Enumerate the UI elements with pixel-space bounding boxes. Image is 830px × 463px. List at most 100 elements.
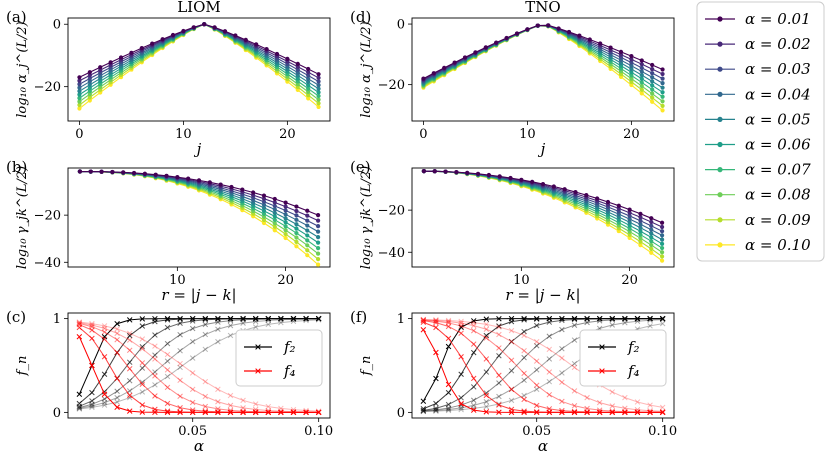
- data-point: [202, 22, 207, 27]
- x-marker: [290, 316, 297, 323]
- x-marker: [227, 316, 234, 322]
- data-point: [87, 92, 92, 97]
- y-tick-label: −40: [34, 256, 61, 271]
- x-marker: [278, 409, 284, 416]
- f4-curve-3: [420, 317, 666, 416]
- x-marker: [420, 317, 427, 324]
- data-point: [272, 207, 277, 212]
- x-marker: [458, 402, 464, 408]
- data-point: [305, 233, 310, 238]
- x-marker: [647, 316, 653, 322]
- y-axis-label: log₁₀ γ_jk^(L/2): [359, 166, 374, 269]
- data-point: [454, 170, 459, 175]
- f4-curve-4: [420, 317, 666, 415]
- y-tick-label: −20: [34, 80, 61, 95]
- x-marker: [584, 409, 590, 415]
- series-line: [423, 170, 663, 232]
- x-marker: [521, 396, 527, 403]
- panel-label: (f): [350, 308, 367, 326]
- x-marker: [114, 330, 120, 337]
- x-marker: [496, 380, 502, 386]
- data-point: [186, 176, 191, 181]
- x-tick-label: 10: [175, 127, 192, 142]
- data-point: [295, 67, 300, 72]
- data-point: [272, 203, 277, 209]
- data-point: [650, 83, 655, 88]
- data-point: [153, 172, 158, 177]
- x-marker: [126, 347, 133, 354]
- x-marker: [189, 338, 196, 345]
- data-point: [639, 91, 644, 96]
- data-point: [121, 170, 126, 175]
- data-point: [306, 66, 311, 72]
- data-point: [649, 246, 654, 251]
- x-marker: [546, 369, 553, 375]
- x-marker: [240, 317, 246, 323]
- data-point: [598, 41, 603, 46]
- x-marker: [521, 370, 527, 377]
- x-marker: [177, 364, 183, 371]
- data-point: [649, 235, 654, 240]
- data-point: [639, 83, 644, 89]
- x-marker: [114, 388, 120, 395]
- legend-entry: α = 0.04: [705, 85, 811, 103]
- data-point: [294, 226, 299, 231]
- data-point: [170, 32, 176, 38]
- x-marker: [76, 403, 83, 410]
- data-point: [421, 76, 426, 81]
- data-point: [305, 213, 310, 218]
- data-point: [316, 93, 321, 99]
- series-line: [423, 319, 663, 412]
- series-line: [423, 24, 663, 81]
- x-marker: [252, 324, 259, 330]
- data-point: [306, 89, 311, 94]
- data-point: [118, 55, 124, 60]
- legend-label: f₄: [283, 362, 296, 380]
- x-marker: [152, 332, 158, 338]
- data-point: [315, 251, 321, 256]
- data-point: [294, 239, 299, 244]
- x-marker: [596, 318, 603, 324]
- x-marker: [470, 322, 477, 329]
- y-axis-label: log₁₀ α_j^(L/2): [359, 21, 374, 118]
- legend-marker: [717, 242, 723, 248]
- x-marker: [508, 318, 515, 325]
- data-point: [639, 80, 644, 85]
- legend-label: α = 0.08: [745, 186, 811, 204]
- x-marker: [559, 355, 565, 361]
- data-point: [316, 104, 321, 110]
- data-point: [315, 218, 321, 223]
- x-marker: [458, 406, 464, 413]
- legend-box: [696, 1, 825, 262]
- x-marker: [458, 318, 464, 325]
- data-point: [595, 196, 600, 201]
- data-point: [283, 224, 288, 229]
- data-point: [295, 84, 300, 90]
- x-marker: [420, 408, 427, 414]
- x-marker: [496, 393, 502, 400]
- x-tick-label: 20: [621, 273, 638, 288]
- x-marker: [240, 320, 246, 326]
- data-point: [431, 71, 436, 76]
- data-point: [229, 184, 234, 190]
- data-point: [77, 96, 82, 101]
- data-point: [649, 219, 654, 225]
- data-point: [627, 210, 632, 215]
- f4-curve-6: [420, 316, 666, 411]
- legend-entry: α = 0.03: [705, 60, 811, 78]
- x-marker: [255, 368, 261, 374]
- x-marker: [599, 368, 605, 374]
- x-marker: [521, 354, 527, 361]
- data-point: [240, 187, 245, 192]
- x-marker: [470, 384, 477, 390]
- x-marker: [433, 408, 439, 414]
- x-marker: [596, 399, 603, 406]
- x-marker: [433, 349, 439, 356]
- x-marker: [546, 346, 553, 353]
- data-point: [639, 69, 644, 74]
- x-marker: [533, 316, 540, 322]
- series-line: [423, 25, 663, 111]
- x-marker: [202, 346, 209, 353]
- x-marker: [114, 326, 120, 332]
